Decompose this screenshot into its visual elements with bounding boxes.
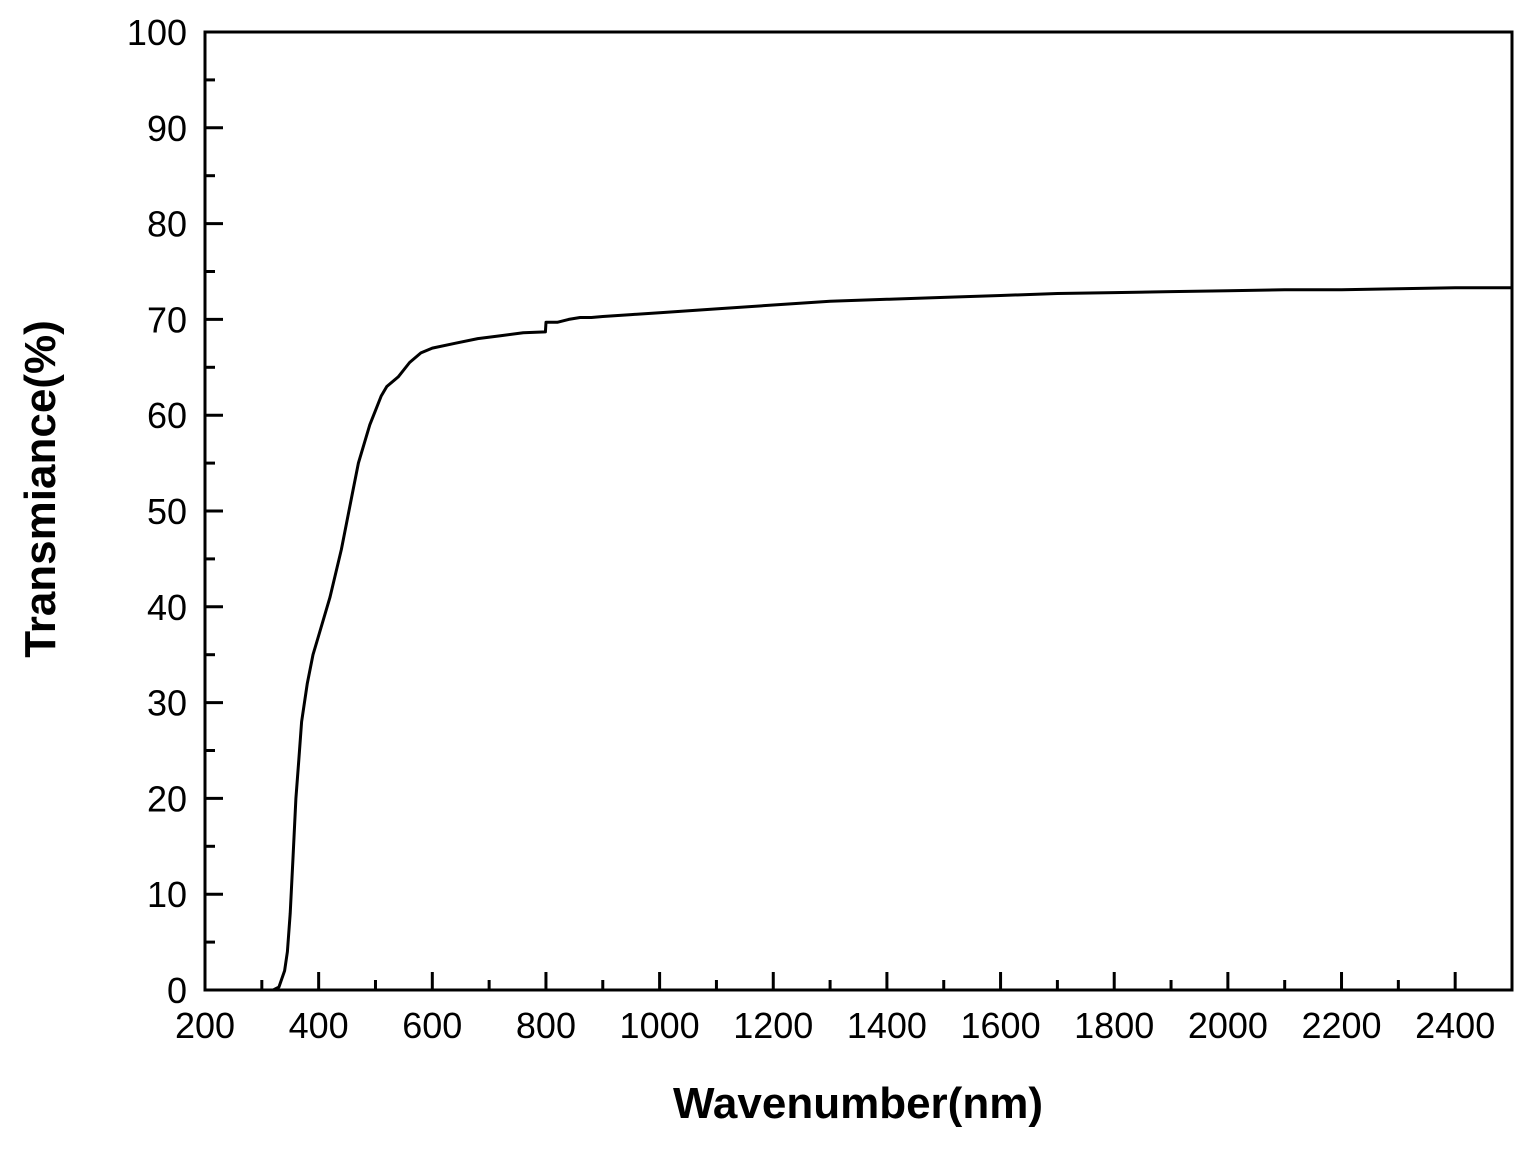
y-tick-label: 30	[147, 683, 187, 724]
x-tick-label: 2200	[1301, 1005, 1381, 1046]
x-tick-label: 200	[175, 1005, 235, 1046]
x-tick-label: 1400	[847, 1005, 927, 1046]
y-tick-label: 60	[147, 395, 187, 436]
y-tick-label: 50	[147, 491, 187, 532]
x-tick-label: 1800	[1074, 1005, 1154, 1046]
x-tick-label: 1600	[961, 1005, 1041, 1046]
y-tick-label: 10	[147, 874, 187, 915]
tick-labels-layer: 200 400 600 800 1000 1200 1400 1600 1800 2000 2200…	[127, 12, 1495, 1046]
x-tick-label: 2000	[1188, 1005, 1268, 1046]
y-tick-label: 90	[147, 108, 187, 149]
x-tick-label: 400	[289, 1005, 349, 1046]
y-tick-label: 100	[127, 12, 187, 53]
x-axis-title: Wavenumber(nm)	[673, 1079, 1043, 1128]
series-layer	[261, 286, 1512, 992]
y-axis-title: Transmiance(%)	[16, 320, 65, 657]
x-tick-label: 800	[516, 1005, 576, 1046]
x-tick-label: 2400	[1415, 1005, 1495, 1046]
x-tick-label: 1000	[620, 1005, 700, 1046]
y-tick-label: 80	[147, 204, 187, 245]
y-tick-label: 70	[147, 299, 187, 340]
y-tick-label: 0	[167, 970, 187, 1011]
y-tick-label: 20	[147, 778, 187, 819]
plot-frame	[203, 30, 1514, 992]
transmittance-series-line	[261, 286, 1512, 992]
y-tick-label: 40	[147, 587, 187, 628]
x-tick-label: 1200	[733, 1005, 813, 1046]
ticks-layer	[203, 30, 1457, 992]
x-tick-label: 600	[402, 1005, 462, 1046]
